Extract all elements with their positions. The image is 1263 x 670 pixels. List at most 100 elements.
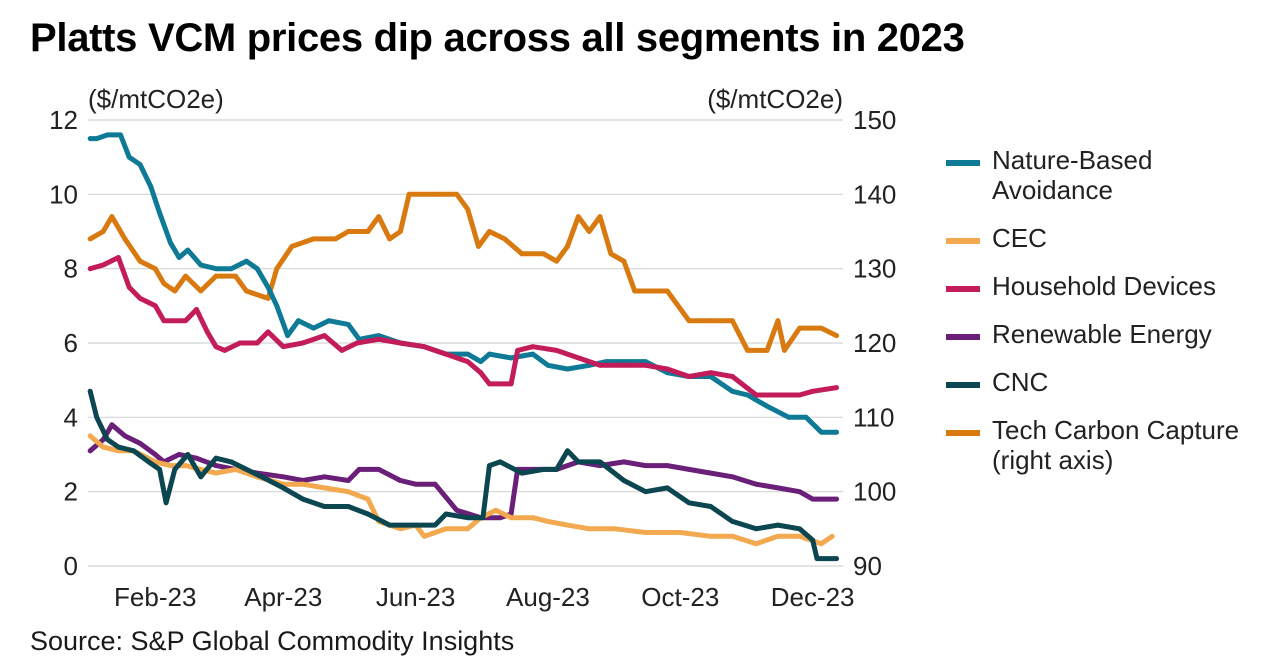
data-point bbox=[664, 485, 670, 491]
data-point bbox=[137, 258, 143, 264]
data-point bbox=[686, 500, 692, 506]
right-tick-label: 150 bbox=[853, 105, 896, 135]
data-point bbox=[575, 459, 581, 465]
data-point bbox=[233, 273, 238, 279]
data-point bbox=[274, 266, 280, 272]
data-point bbox=[834, 333, 839, 338]
data-point bbox=[365, 511, 371, 517]
data-point bbox=[421, 191, 427, 197]
data-point bbox=[797, 489, 802, 495]
legend-swatch bbox=[946, 286, 980, 292]
data-point bbox=[565, 366, 570, 372]
data-point bbox=[311, 325, 316, 331]
data-point bbox=[643, 362, 648, 368]
data-point bbox=[161, 281, 167, 286]
data-point bbox=[194, 307, 199, 312]
data-point bbox=[116, 255, 121, 260]
data-point bbox=[818, 541, 824, 547]
data-point bbox=[183, 273, 189, 279]
data-point bbox=[782, 348, 787, 353]
data-point bbox=[730, 474, 735, 480]
data-point bbox=[163, 500, 169, 506]
data-point bbox=[387, 522, 392, 528]
data-point bbox=[94, 136, 100, 142]
data-point bbox=[632, 288, 638, 294]
data-point bbox=[168, 463, 173, 468]
data-point bbox=[810, 388, 815, 394]
data-point bbox=[597, 459, 603, 465]
x-tick-label: Feb-23 bbox=[114, 582, 196, 612]
data-point bbox=[730, 388, 735, 394]
data-point bbox=[829, 533, 835, 539]
data-point bbox=[172, 467, 178, 472]
data-point bbox=[322, 474, 327, 480]
data-point bbox=[345, 478, 351, 483]
data-point bbox=[183, 318, 189, 324]
series-cec bbox=[87, 433, 835, 547]
data-point bbox=[834, 496, 839, 502]
data-point bbox=[172, 288, 178, 294]
data-point bbox=[87, 136, 93, 142]
data-point bbox=[686, 374, 692, 379]
series-layer bbox=[87, 132, 839, 562]
data-point bbox=[265, 296, 271, 301]
right-tick-label: 140 bbox=[853, 179, 896, 209]
data-point bbox=[87, 236, 93, 242]
legend-label: Renewable Energy bbox=[992, 319, 1212, 349]
data-point bbox=[753, 481, 759, 487]
data-point bbox=[146, 459, 152, 465]
data-point bbox=[280, 485, 286, 491]
data-point bbox=[289, 244, 295, 249]
data-point bbox=[259, 474, 264, 480]
data-point bbox=[233, 467, 238, 472]
data-point bbox=[204, 329, 210, 335]
data-point bbox=[265, 284, 271, 290]
data-point bbox=[137, 162, 143, 168]
data-point bbox=[122, 236, 128, 242]
data-point bbox=[244, 258, 249, 264]
data-point bbox=[198, 288, 204, 294]
data-point bbox=[280, 474, 286, 480]
legend-label: Tech Carbon Capture (right axis) bbox=[992, 415, 1240, 475]
data-point bbox=[254, 266, 260, 272]
data-point bbox=[228, 459, 234, 465]
data-point bbox=[664, 288, 670, 294]
data-point bbox=[797, 325, 802, 331]
legend-swatch bbox=[946, 430, 980, 436]
data-point bbox=[508, 381, 514, 387]
right-tick-label: 120 bbox=[853, 328, 896, 358]
data-point bbox=[432, 481, 438, 487]
data-point bbox=[157, 210, 163, 216]
data-point bbox=[443, 351, 449, 357]
series-line bbox=[87, 433, 835, 547]
left-tick-label: 12 bbox=[49, 105, 78, 135]
x-tick-label: Oct-23 bbox=[641, 582, 719, 612]
data-point bbox=[109, 214, 115, 220]
data-point bbox=[176, 452, 182, 457]
data-point bbox=[100, 229, 106, 234]
data-point bbox=[834, 556, 839, 561]
data-point bbox=[465, 526, 471, 532]
data-point bbox=[541, 251, 546, 257]
data-point bbox=[152, 303, 158, 309]
data-point bbox=[575, 355, 581, 361]
left-axis-unit: ($/mtCO2e) bbox=[88, 84, 224, 114]
legend-item: Nature-Based Avoidance bbox=[946, 145, 1262, 205]
data-point bbox=[122, 433, 128, 439]
right-tick-label: 100 bbox=[853, 477, 896, 507]
data-point bbox=[137, 296, 143, 301]
legend-label: CNC bbox=[992, 367, 1049, 397]
data-point bbox=[745, 392, 750, 398]
data-point bbox=[126, 284, 132, 290]
data-point bbox=[94, 414, 100, 420]
data-point bbox=[476, 244, 481, 249]
data-point bbox=[834, 385, 839, 390]
data-point bbox=[797, 533, 802, 539]
x-tick-label: Jun-23 bbox=[376, 582, 456, 612]
x-tick-label: Apr-23 bbox=[244, 582, 322, 612]
chart-title: Platts VCM prices dip across all segment… bbox=[30, 16, 965, 60]
data-point bbox=[198, 262, 204, 268]
data-point bbox=[116, 444, 121, 450]
data-point bbox=[797, 392, 802, 398]
